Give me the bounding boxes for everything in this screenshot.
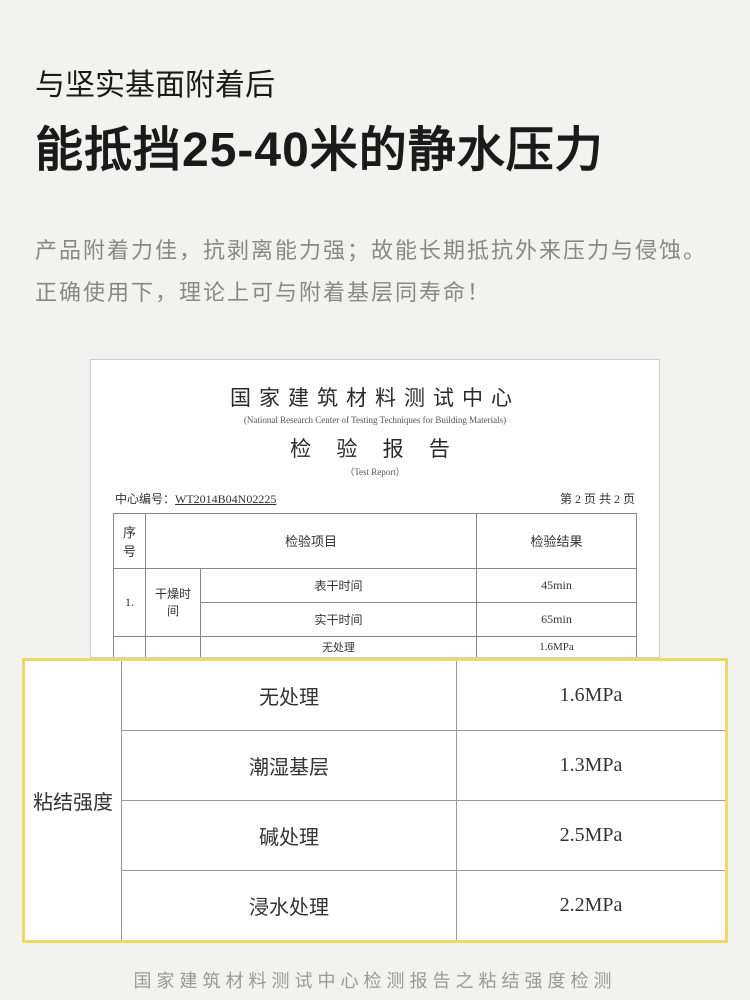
report-id: 中心编号：WT2014B04N02225 <box>115 490 276 507</box>
highlight-item: 浸水处理 <box>122 870 457 941</box>
cell-item: 表干时间 <box>201 568 477 602</box>
cell-seq: 1. <box>114 568 146 636</box>
cell-result: 45min <box>477 568 637 602</box>
highlight-result: 1.6MPa <box>457 659 727 730</box>
report-id-label: 中心编号： <box>115 492 175 506</box>
col-seq: 序号 <box>114 513 146 568</box>
highlight-table-container: 粘结强度 无处理 1.6MPa 潮湿基层 1.3MPa 碱处理 2.5MPa 浸… <box>22 658 728 943</box>
header-section: 与坚实基面附着后 能抵挡25-40米的静水压力 <box>0 0 750 200</box>
caption: 国家建筑材料测试中心检测报告之粘结强度检测 <box>0 967 750 993</box>
cell-category: 干燥时间 <box>146 568 201 636</box>
report-title-en: (National Research Center of Testing Tec… <box>113 415 637 425</box>
table-row: 浸水处理 2.2MPa <box>24 870 727 941</box>
col-item: 检验项目 <box>146 513 477 568</box>
cell-category <box>146 636 201 657</box>
report-table: 序号 检验项目 检验结果 1. 干燥时间 表干时间 45min 实干时间 65m… <box>113 513 637 657</box>
test-report-document: 国家建筑材料测试中心 (National Research Center of … <box>90 359 660 658</box>
highlight-result: 1.3MPa <box>457 730 727 800</box>
report-subtitle-cn: 检 验 报 告 <box>113 433 637 463</box>
cell-result: 65min <box>477 602 637 636</box>
highlight-result: 2.5MPa <box>457 800 727 870</box>
table-row: 1. 干燥时间 表干时间 45min <box>114 568 637 602</box>
table-row-truncated: 无处理 1.6MPa <box>114 636 637 657</box>
report-header: 国家建筑材料测试中心 (National Research Center of … <box>113 382 637 478</box>
cell-seq <box>114 636 146 657</box>
subtitle: 与坚实基面附着后 <box>35 60 715 104</box>
report-page-info: 第 2 页 共 2 页 <box>560 490 635 507</box>
report-subtitle-en: （Test Report） <box>113 465 637 478</box>
table-row: 粘结强度 无处理 1.6MPa <box>24 659 727 730</box>
desc-line-2: 正确使用下，理论上可与附着基层同寿命！ <box>35 272 715 314</box>
highlight-category: 粘结强度 <box>24 659 122 941</box>
highlight-item: 碱处理 <box>122 800 457 870</box>
description-block: 产品附着力佳，抗剥离能力强；故能长期抵抗外来压力与侵蚀。 正确使用下，理论上可与… <box>0 200 750 339</box>
report-id-value: WT2014B04N02225 <box>175 492 276 506</box>
highlight-item: 潮湿基层 <box>122 730 457 800</box>
main-title: 能抵挡25-40米的静水压力 <box>35 110 715 180</box>
report-title-cn: 国家建筑材料测试中心 <box>113 382 637 412</box>
table-row: 潮湿基层 1.3MPa <box>24 730 727 800</box>
table-header-row: 序号 检验项目 检验结果 <box>114 513 637 568</box>
cell-result: 1.6MPa <box>477 636 637 657</box>
cell-item: 无处理 <box>201 636 477 657</box>
highlight-result: 2.2MPa <box>457 870 727 941</box>
cell-item: 实干时间 <box>201 602 477 636</box>
table-row: 碱处理 2.5MPa <box>24 800 727 870</box>
highlight-table: 粘结强度 无处理 1.6MPa 潮湿基层 1.3MPa 碱处理 2.5MPa 浸… <box>22 658 728 943</box>
highlight-item: 无处理 <box>122 659 457 730</box>
col-result: 检验结果 <box>477 513 637 568</box>
desc-line-1: 产品附着力佳，抗剥离能力强；故能长期抵抗外来压力与侵蚀。 <box>35 230 715 272</box>
report-meta: 中心编号：WT2014B04N02225 第 2 页 共 2 页 <box>113 490 637 513</box>
